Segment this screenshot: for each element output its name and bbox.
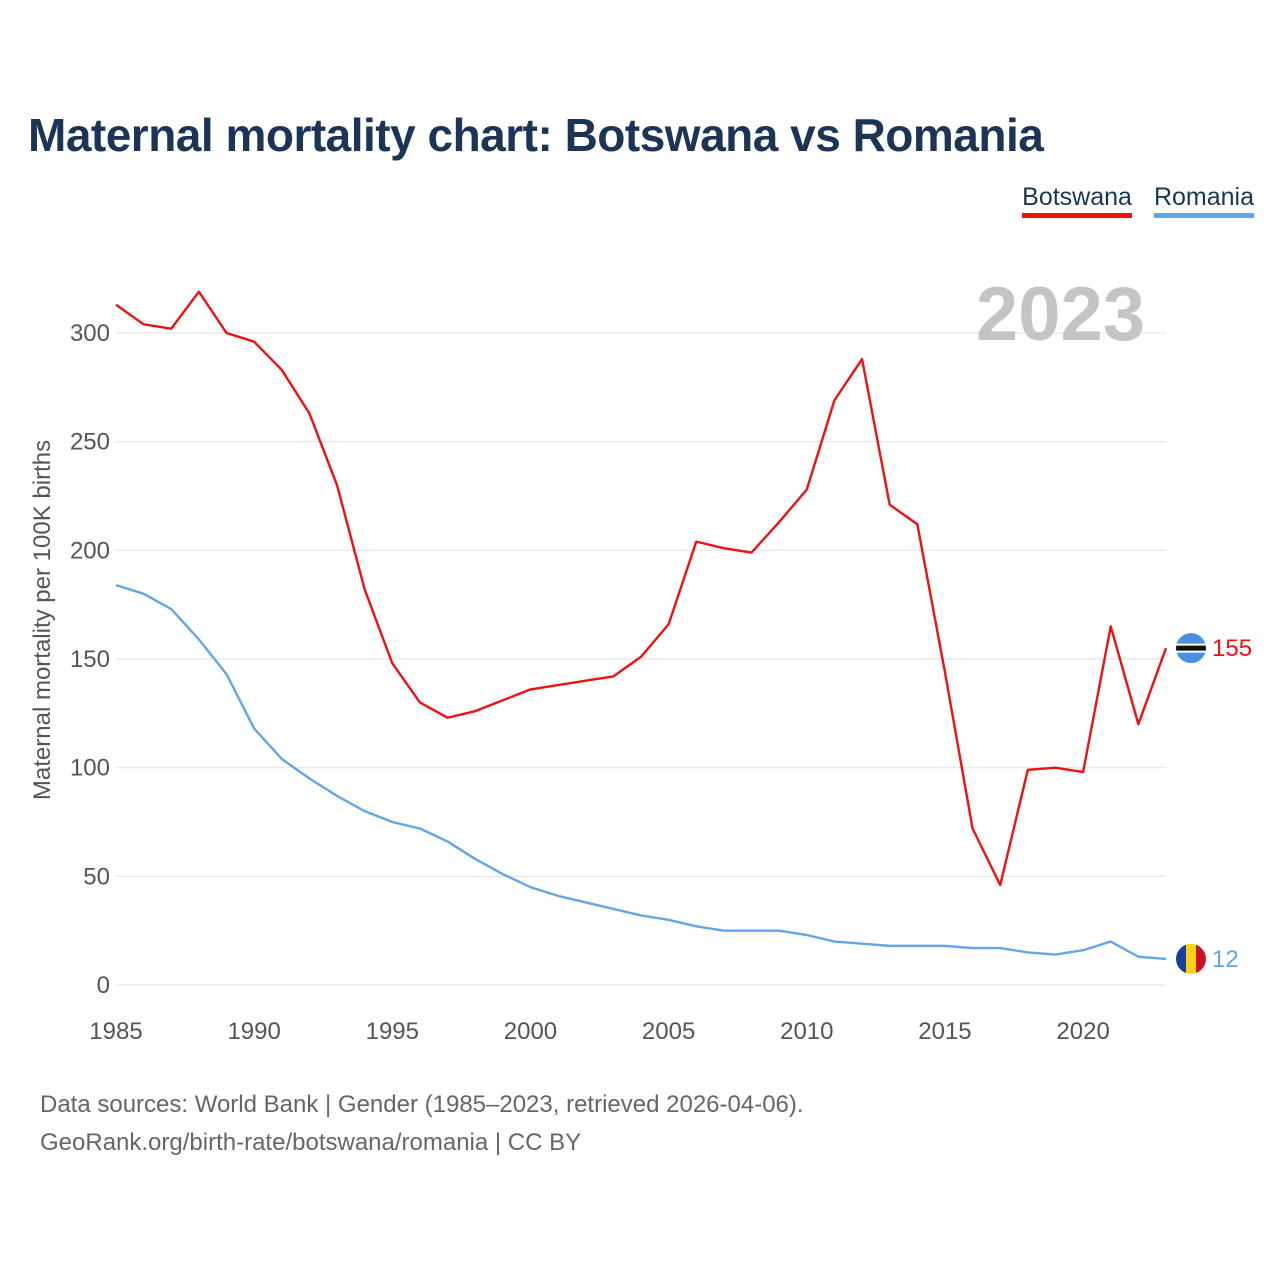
series-lines [115,290,1168,961]
y-tick-label-0: 0 [97,972,110,999]
end-markers: 155 12 [1176,633,1252,974]
y-tick-label-50: 50 [83,863,110,890]
x-tick-label-2010: 2010 [780,1018,833,1045]
x-tick-label-2000: 2000 [504,1018,557,1045]
data-source-text: Data sources: World Bank | Gender (1985–… [40,1091,804,1118]
legend-item-botswana[interactable]: Botswana [1022,184,1132,218]
y-tick-label-250: 250 [70,429,110,456]
end-value-label-romania: 12 [1212,946,1239,973]
y-axis-title: Maternal mortality per 100K births [29,440,56,800]
footer: Data sources: World Bank | Gender (1985–… [40,1086,804,1162]
botswana-flag-icon [1176,633,1206,664]
y-axis-ticks: 0 50 100 150 200 250 300 [70,320,110,999]
x-tick-label-2015: 2015 [918,1018,971,1045]
year-label: 2023 [976,272,1145,357]
x-tick-label-1985: 1985 [89,1018,142,1045]
x-tick-label-2005: 2005 [642,1018,695,1045]
source-url-text[interactable]: GeoRank.org/birth-rate/botswana/romania … [40,1129,582,1156]
x-tick-label-1990: 1990 [227,1018,280,1045]
legend-item-romania[interactable]: Romania [1153,184,1254,218]
chart-title: Maternal mortality chart: Botswana vs Ro… [28,109,1044,161]
grid-lines [116,332,1166,986]
line-chart: 0 50 100 150 200 250 300 1985 1990 1995 2000 2005 2… [29,272,1252,1045]
y-tick-label-300: 300 [70,320,110,347]
x-axis-ticks: 1985 1990 1995 2000 2005 2010 2015 2020 [89,1018,1109,1045]
y-tick-label-100: 100 [70,755,110,782]
romania-flag-icon [1176,943,1206,974]
x-tick-label-1995: 1995 [366,1018,419,1045]
legend: Botswana Romania [1022,184,1254,218]
y-tick-label-150: 150 [70,646,110,673]
series-line-botswana [115,290,1168,887]
end-value-label-botswana: 155 [1212,635,1252,662]
y-tick-label-200: 200 [70,537,110,564]
x-tick-label-2020: 2020 [1056,1018,1109,1045]
series-line-romania [115,583,1167,961]
